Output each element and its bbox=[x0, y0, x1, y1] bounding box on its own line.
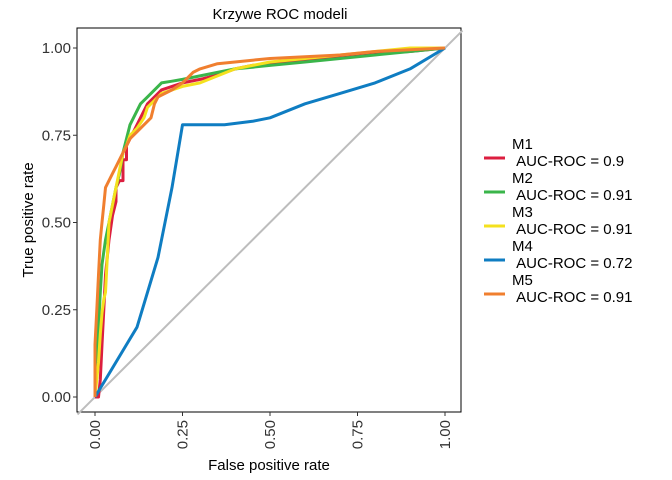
legend-item-m1: M1 AUC-ROC = 0.9 bbox=[484, 136, 624, 170]
y-tick-label: 0.50 bbox=[42, 215, 71, 232]
x-tick-label: 1.00 bbox=[437, 420, 454, 449]
plot-panel bbox=[76, 27, 462, 413]
y-tick-label: 0.75 bbox=[42, 127, 71, 144]
legend-auc-label: AUC-ROC = 0.91 bbox=[512, 187, 632, 204]
x-tick-label: 0.75 bbox=[350, 420, 367, 449]
legend-item-m2: M2 AUC-ROC = 0.91 bbox=[484, 170, 632, 204]
chart-title: Krzywe ROC modeli bbox=[212, 6, 347, 23]
legend-series-name: M1 bbox=[512, 136, 533, 153]
series-line-m5 bbox=[93, 46, 446, 397]
x-tick-label: 0.25 bbox=[175, 420, 192, 449]
legend-series-name: M5 bbox=[512, 272, 533, 289]
legend-auc-label: AUC-ROC = 0.72 bbox=[512, 255, 632, 272]
legend-series-name: M4 bbox=[512, 238, 533, 255]
legend-auc-label: AUC-ROC = 0.91 bbox=[512, 221, 632, 238]
legend-item-m3: M3 AUC-ROC = 0.91 bbox=[484, 204, 632, 238]
x-axis-title: False positive rate bbox=[208, 457, 330, 474]
legend-auc-label: AUC-ROC = 0.91 bbox=[512, 289, 632, 306]
series-line-m4 bbox=[93, 46, 446, 398]
legend-item-m4: M4 AUC-ROC = 0.72 bbox=[484, 238, 632, 272]
legend-series-name: M3 bbox=[512, 204, 533, 221]
legend-item-m5: M5 AUC-ROC = 0.91 bbox=[484, 272, 632, 306]
y-tick-label: 1.00 bbox=[42, 40, 71, 57]
legend-series-name: M2 bbox=[512, 170, 533, 187]
y-tick-label: 0.00 bbox=[42, 389, 71, 406]
series-line-m2 bbox=[93, 46, 446, 398]
x-tick-label: 0.00 bbox=[87, 420, 104, 449]
plot-area bbox=[76, 27, 464, 416]
legend-auc-label: AUC-ROC = 0.9 bbox=[512, 153, 624, 170]
reference-diagonal bbox=[76, 29, 464, 416]
axes: 0.00 0.25 0.50 0.75 1.00 0.00 0.25 0.50 0.75 1.00 bbox=[42, 40, 454, 449]
x-tick-label: 0.50 bbox=[262, 420, 279, 449]
y-axis-title: True positive rate bbox=[20, 162, 37, 277]
y-tick-label: 0.25 bbox=[42, 302, 71, 319]
series-layer bbox=[93, 46, 446, 399]
series-line-m3 bbox=[93, 46, 445, 398]
